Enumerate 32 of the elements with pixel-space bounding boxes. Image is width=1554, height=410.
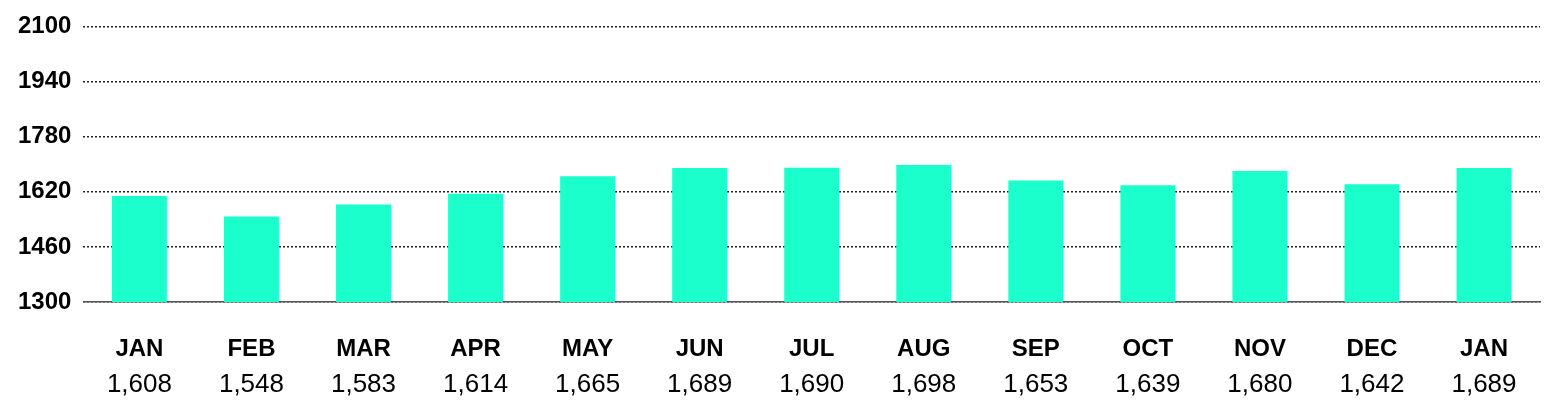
y-tick-label: 1780 (18, 121, 72, 149)
data-label: 1,689 (667, 368, 733, 398)
y-tick-label: 1300 (18, 286, 72, 314)
data-label: 1,690 (779, 368, 845, 398)
x-tick-label: SEP (1011, 334, 1060, 361)
x-tick-label: JAN (1459, 334, 1508, 361)
y-tick-label: 1620 (18, 176, 72, 204)
x-tick-label: DEC (1346, 334, 1398, 361)
x-tick-label: OCT (1122, 334, 1174, 361)
data-label: 1,698 (891, 368, 957, 398)
x-tick-label: NOV (1233, 334, 1286, 361)
y-tick-label: 2100 (18, 11, 72, 39)
data-label: 1,642 (1339, 368, 1405, 398)
x-tick-label: MAY (562, 334, 614, 361)
x-tick-label: JAN (115, 334, 164, 361)
data-label: 1,653 (1003, 368, 1069, 398)
data-label: 1,639 (1115, 368, 1181, 398)
data-label: 1,680 (1227, 368, 1293, 398)
x-tick-label: APR (450, 334, 501, 361)
x-tick-label: MAR (336, 334, 391, 361)
data-label: 1,614 (443, 368, 509, 398)
x-tick-label: JUN (675, 334, 724, 361)
x-tick-label: AUG (897, 334, 951, 361)
y-tick-label: 1460 (18, 231, 72, 259)
y-tick-label: 1940 (18, 66, 72, 94)
data-label: 1,548 (218, 368, 284, 398)
data-label: 1,665 (555, 368, 621, 398)
x-tick-label: JUL (789, 334, 835, 361)
data-label: 1,608 (106, 368, 172, 398)
data-label: 1,583 (330, 368, 397, 398)
x-tick-label: FEB (227, 334, 276, 361)
data-label: 1,689 (1451, 368, 1517, 398)
